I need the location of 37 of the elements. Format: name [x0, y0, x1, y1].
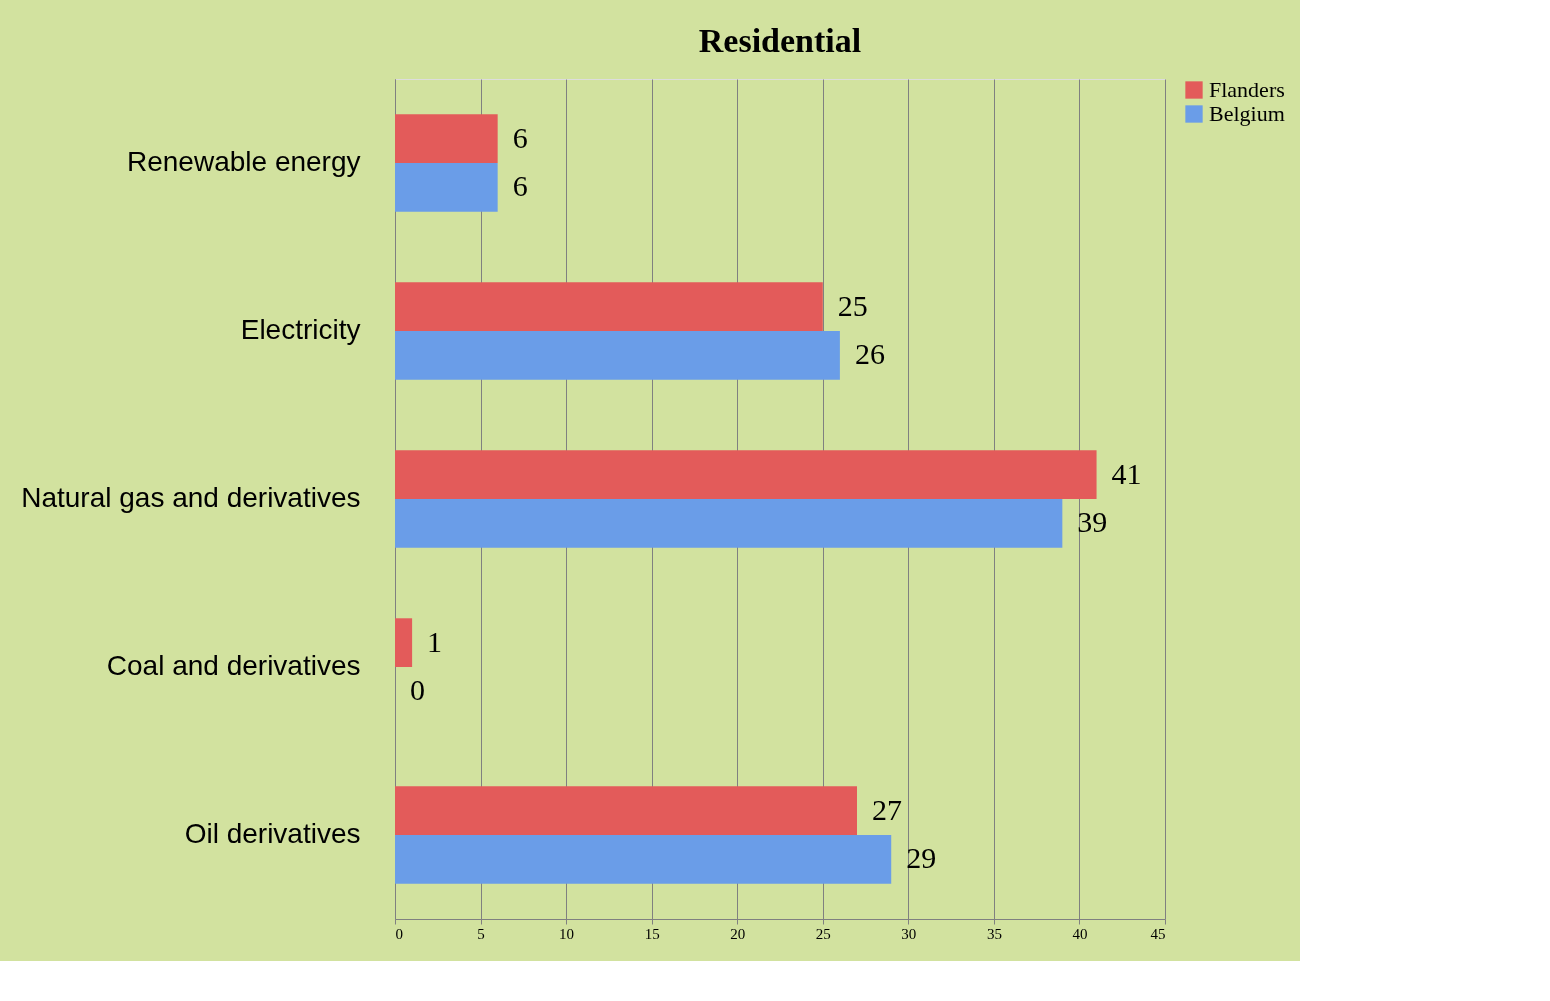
data-label: 39	[1077, 505, 1108, 539]
bar	[395, 618, 413, 667]
y-tick-label: Coal and derivatives	[106, 650, 361, 681]
y-tick-label: Electricity	[240, 314, 361, 345]
bar	[395, 282, 823, 331]
data-label: 6	[512, 120, 528, 154]
x-tick-label: 0	[395, 925, 403, 942]
x-tick-label: 35	[986, 925, 1002, 942]
data-label: 0	[410, 673, 425, 707]
x-tick-label: 10	[559, 925, 575, 942]
x-tick-label: 25	[815, 925, 831, 942]
x-tick-label: 15	[644, 925, 660, 942]
x-tick-label: 30	[901, 925, 917, 942]
chart-title: Residential	[698, 22, 862, 59]
bar	[395, 114, 498, 163]
data-label: 29	[906, 841, 937, 875]
x-tick-label: 20	[730, 925, 746, 942]
data-label: 1	[427, 624, 443, 658]
data-label: 27	[872, 792, 902, 826]
legend-label: Flanders	[1209, 77, 1285, 102]
x-tick-label: 5	[477, 925, 485, 942]
x-tick-label: 45	[1150, 925, 1166, 942]
bar	[395, 331, 840, 380]
legend-label: Belgium	[1209, 101, 1285, 126]
y-tick-label: Natural gas and derivatives	[21, 482, 361, 513]
data-label: 25	[837, 288, 868, 322]
data-label: 6	[512, 169, 528, 203]
data-label: 26	[854, 337, 885, 371]
y-tick-label: Oil derivatives	[184, 818, 361, 849]
bar	[395, 499, 1063, 548]
data-label: 41	[1111, 456, 1142, 490]
y-tick-label: Renewable energy	[127, 146, 361, 177]
bar	[395, 786, 857, 835]
bar	[395, 450, 1097, 499]
bar	[395, 835, 892, 884]
bar	[395, 163, 498, 212]
x-tick-label: 40	[1072, 925, 1088, 942]
